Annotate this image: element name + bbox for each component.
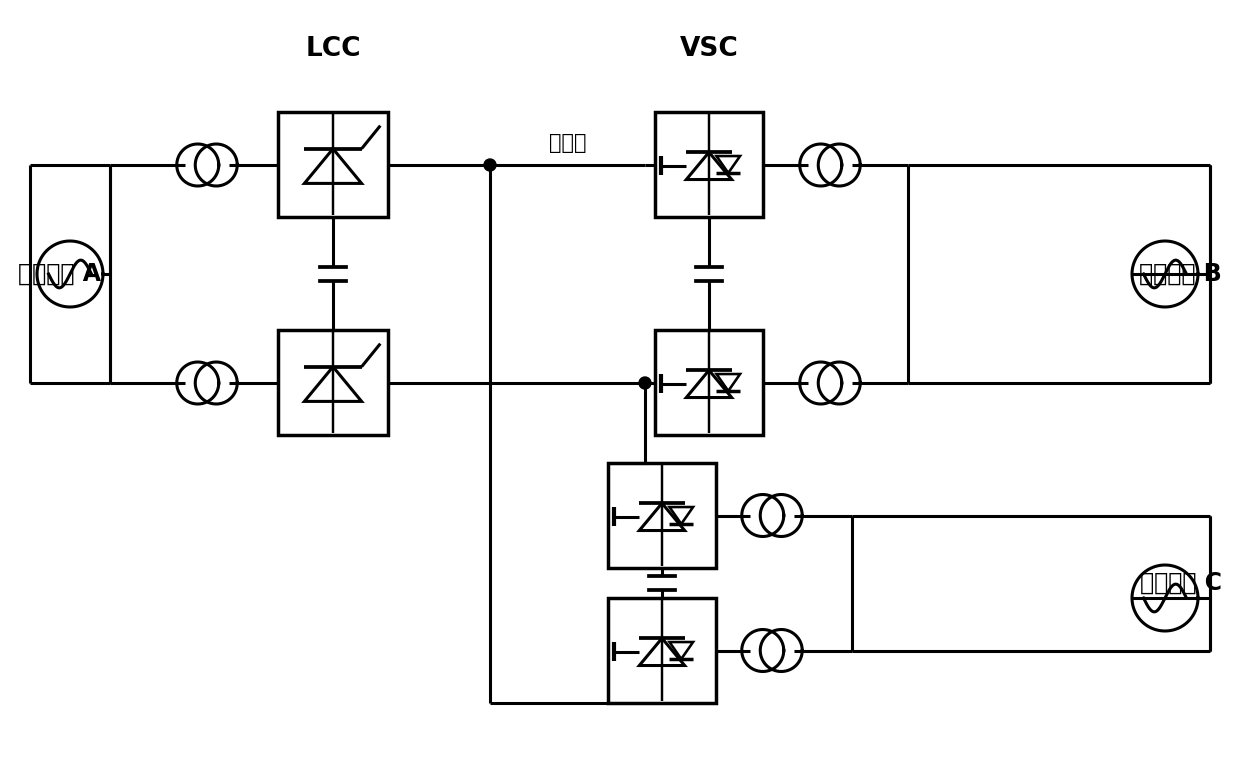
Bar	[278, 112, 388, 217]
Bar	[608, 463, 715, 568]
Circle shape	[639, 377, 651, 389]
Text: 交流电网 B: 交流电网 B	[1140, 262, 1221, 286]
Text: 架空线: 架空线	[549, 133, 587, 153]
Text: 交流电网 A: 交流电网 A	[19, 262, 100, 286]
Circle shape	[484, 159, 496, 171]
Bar	[655, 112, 763, 217]
Text: LCC: LCC	[305, 36, 361, 62]
Text: VSC: VSC	[680, 36, 738, 62]
Bar	[655, 330, 763, 435]
Bar	[608, 598, 715, 703]
Bar	[278, 330, 388, 435]
Text: 交流电网 C: 交流电网 C	[1140, 571, 1221, 595]
